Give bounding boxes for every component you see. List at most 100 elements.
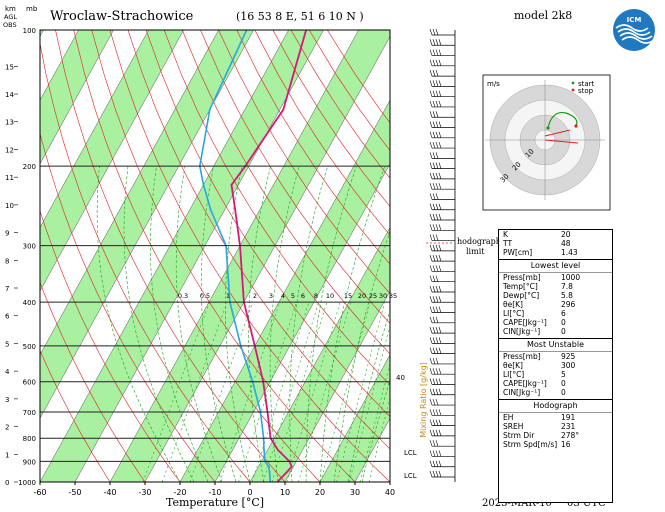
mixing-tick-label: 2: [253, 292, 257, 300]
logo-wave: [621, 36, 655, 44]
wind-barb-flag: [432, 224, 436, 231]
wind-barb-flag: [432, 440, 436, 447]
wind-barb-flag: [438, 388, 442, 395]
mixing-line: [368, 396, 390, 482]
wind-barb-flag: [435, 80, 439, 87]
wind-barb-flag: [438, 183, 442, 190]
wind-barb-flag: [435, 388, 439, 395]
legend-stop-label: stop: [578, 87, 594, 95]
isotherm-line: [40, 30, 289, 482]
wind-barb-flag: [432, 172, 436, 180]
wind-barb-flag: [435, 183, 439, 190]
km-axis-label: km: [5, 5, 16, 13]
dry-adiabat: [236, 30, 390, 265]
dewpoint-curve-point: [202, 183, 205, 186]
dry-adiabat: [218, 30, 390, 294]
hodograph-ring-label: 20: [511, 160, 523, 172]
dewpoint-curve-point: [209, 208, 212, 211]
wind-barb-flag: [432, 265, 436, 272]
wind-barb-flag: [432, 419, 436, 426]
mixing-tick-label: 25: [369, 292, 377, 300]
wind-barb-flag: [429, 326, 433, 334]
x-tick-label: -40: [103, 488, 116, 497]
wind-barb-flag: [432, 59, 436, 66]
hodo-row: Strm Dir 278°: [503, 431, 580, 440]
mixing-tick-label: 3: [269, 292, 273, 300]
dry-adiabat: [91, 30, 356, 482]
wind-barb-flag: [432, 378, 436, 385]
most-unstable-title: Most Unstable: [499, 338, 612, 351]
hodo-row: SREH 231: [503, 422, 576, 431]
wind-barb-flag: [435, 450, 439, 457]
wind-barb-flag: [429, 234, 433, 241]
x-tick-label: -60: [33, 488, 46, 497]
legend-start-label: start: [578, 80, 595, 88]
wind-barb-flag: [438, 419, 442, 426]
wind-barb-flag: [429, 357, 433, 365]
x-tick-label: -50: [68, 488, 81, 497]
wind-barb-flag: [435, 111, 439, 118]
p-tick-label: 400: [23, 299, 36, 307]
wind-barb-flag: [432, 121, 436, 128]
wind-barb-flag: [429, 316, 433, 323]
wind-barb-flag: [435, 172, 439, 180]
wind-barb-flag: [429, 275, 433, 282]
legend-start-dot: [571, 81, 575, 85]
wind-barb-flag: [435, 131, 439, 138]
wind-barb-flag: [438, 255, 442, 262]
mixing-line: [349, 324, 390, 482]
hodo-row: EH 191: [503, 413, 576, 422]
wind-barb-flag: [438, 90, 442, 97]
wind-barb-flag: [432, 111, 436, 118]
mixing-line: [251, 302, 310, 482]
unstable-row: LI[°C] 5: [503, 370, 566, 379]
mixing-line: [286, 302, 341, 482]
wind-barb-flag: [429, 296, 433, 303]
wind-barb-flag: [432, 244, 436, 251]
hodograph-unit: m/s: [487, 80, 500, 88]
wind-barb-flag: [429, 131, 433, 138]
wind-barb-flag: [432, 398, 436, 406]
mixing-tick-label: 0.5: [200, 292, 210, 300]
km-tick-label: 1: [5, 451, 9, 459]
wind-barb-flag: [432, 152, 436, 159]
dry-adiabat: [55, 30, 286, 482]
temperature-curve-point: [286, 471, 288, 473]
mixing-tick-label: 6: [301, 292, 305, 300]
isotherm-line: [319, 354, 390, 482]
wind-barb-flag: [438, 337, 442, 344]
mixing-tick-label: 0.3: [178, 292, 188, 300]
lowest-row: Dewp[°C] 5.8: [503, 291, 573, 300]
mixing-tick-label: 10: [326, 292, 334, 300]
km-tick-label: 11: [5, 174, 14, 182]
wind-barb-flag: [438, 347, 442, 354]
wind-barb-flag: [432, 100, 436, 108]
km-tick-label: 8: [5, 257, 9, 265]
wind-barb-flag: [432, 306, 436, 313]
lowest-row: CAPE[Jkg⁻¹] 0: [503, 318, 566, 327]
wind-barb-flag: [435, 378, 439, 385]
wind-barb-flag: [438, 306, 442, 313]
storm-motion-arrow: [544, 139, 579, 144]
isotherm-line: [40, 30, 149, 228]
wind-barb-flag: [429, 255, 433, 262]
wind-barb-flag: [429, 90, 433, 97]
wind-barb-flag: [435, 141, 439, 149]
wind-barb-flag: [435, 265, 439, 272]
wind-barb-flag: [429, 450, 433, 457]
hodograph-title: Hodograph: [499, 399, 612, 412]
wind-barb-flag: [435, 337, 439, 344]
x-tick-label: -20: [173, 488, 186, 497]
dry-adiabat: [163, 30, 390, 386]
x-tick-label: 10: [280, 488, 290, 497]
dewpoint-curve-point: [268, 465, 270, 468]
wind-barb-flag: [435, 409, 439, 416]
wind-barb-flag: [438, 285, 442, 293]
wind-barb-flag: [429, 59, 433, 66]
wind-barb-flag: [432, 368, 436, 375]
lowest-row: θe[K] 296: [503, 300, 576, 309]
wind-barb-flag: [432, 316, 436, 323]
wind-barb-flag: [432, 450, 436, 457]
wind-barb-flag: [432, 193, 436, 200]
